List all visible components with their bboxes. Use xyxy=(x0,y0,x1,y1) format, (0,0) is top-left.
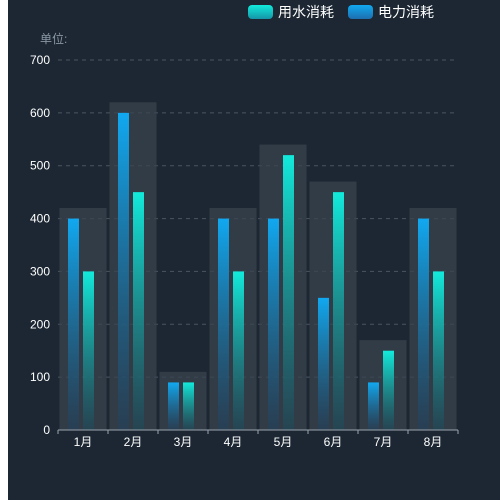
x-tick-label: 8月 xyxy=(424,435,443,449)
bar-water xyxy=(83,271,94,430)
legend-item-water[interactable]: 用水消耗 xyxy=(248,2,334,22)
y-tick-label: 600 xyxy=(30,106,50,120)
y-tick-label: 300 xyxy=(30,264,50,278)
x-tick-label: 1月 xyxy=(74,435,93,449)
bar-power xyxy=(68,218,79,430)
bar-water xyxy=(433,271,444,430)
x-tick-label: 5月 xyxy=(274,435,293,449)
legend-swatch-water xyxy=(248,5,273,19)
legend-item-power[interactable]: 电力消耗 xyxy=(348,2,434,22)
chart-legend: 用水消耗 电力消耗 xyxy=(248,2,434,22)
y-tick-label: 200 xyxy=(30,317,50,331)
bar-water xyxy=(233,271,244,430)
y-tick-label: 500 xyxy=(30,159,50,173)
bar-power xyxy=(168,382,179,430)
axis-layer: 0 100 200 300 400 500 600 700 1月 2月 3月 4月 5月 6月 7月 8月 xyxy=(30,53,459,449)
legend-swatch-power xyxy=(348,5,373,19)
legend-label-water: 用水消耗 xyxy=(278,4,334,20)
bar-water xyxy=(333,192,344,430)
y-tick-label: 400 xyxy=(30,212,50,226)
x-tick-label: 2月 xyxy=(124,435,143,449)
x-tick-label: 3月 xyxy=(174,435,193,449)
y-axis-unit-label: 单位: xyxy=(40,32,68,46)
bar-water xyxy=(133,192,144,430)
bar-power xyxy=(268,218,279,430)
x-tick-label: 4月 xyxy=(224,435,243,449)
bar-layer xyxy=(68,112,444,430)
bar-water xyxy=(183,382,194,430)
y-tick-label: 100 xyxy=(30,370,50,384)
bar-power xyxy=(368,382,379,430)
bar-power xyxy=(218,218,229,430)
bar-power xyxy=(318,297,329,430)
x-tick-label: 7月 xyxy=(374,435,393,449)
bar-power xyxy=(418,218,429,430)
x-tick-label: 6月 xyxy=(324,435,343,449)
y-tick-label: 0 xyxy=(43,423,50,437)
legend-label-power: 电力消耗 xyxy=(378,4,434,20)
bar-power xyxy=(118,112,129,430)
y-tick-label: 700 xyxy=(30,53,50,67)
bar-water xyxy=(383,350,394,430)
bar-water xyxy=(283,155,294,430)
